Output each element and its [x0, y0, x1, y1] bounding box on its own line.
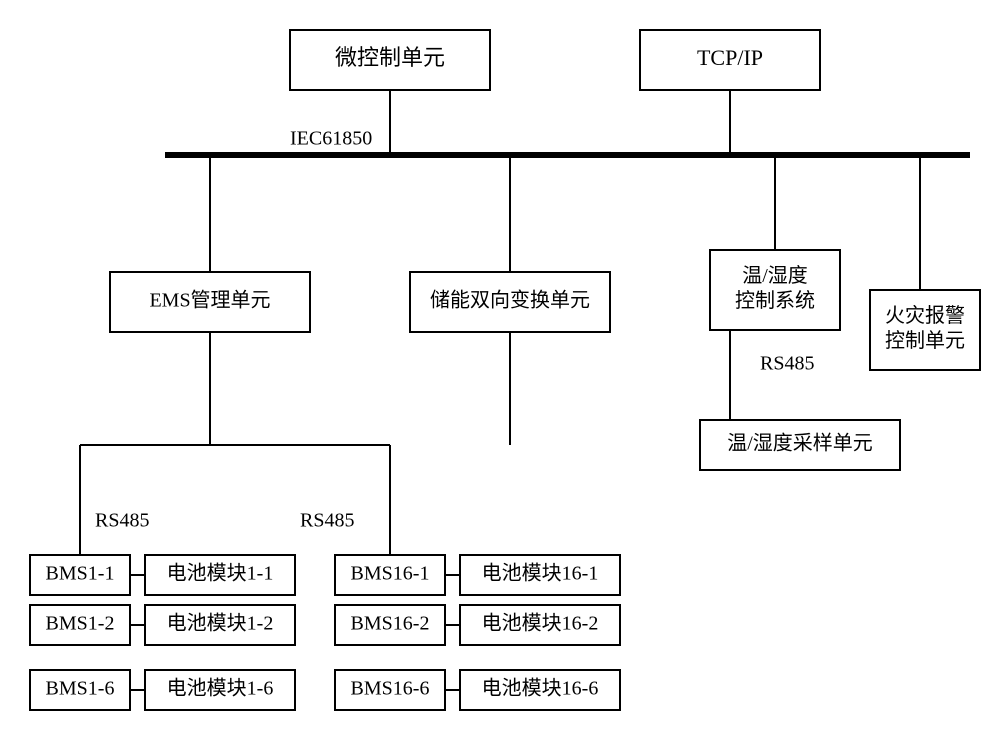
box-label: 电池模块16-2 [482, 612, 599, 635]
box-label: 电池模块16-6 [482, 677, 599, 700]
label-rs485c: RS485 [760, 353, 814, 375]
box-batt16: 电池模块1-6 [145, 670, 295, 710]
box-label: 电池模块1-1 [167, 562, 274, 585]
box-tempsample: 温/湿度采样单元 [700, 420, 900, 470]
diagram-canvas: 微控制单元TCP/IPEMS管理单元储能双向变换单元温/湿度控制系统火灾报警控制… [0, 0, 1000, 732]
box-label: BMS1-6 [46, 678, 115, 700]
box-label: 电池模块16-1 [482, 562, 599, 585]
box-batt162: 电池模块16-2 [460, 605, 620, 645]
box-label: BMS16-1 [351, 563, 430, 585]
box-tcpip: TCP/IP [640, 30, 820, 90]
box-bms166: BMS16-6 [335, 670, 445, 710]
box-mcu: 微控制单元 [290, 30, 490, 90]
box-label: 储能双向变换单元 [430, 289, 590, 312]
box-batt12: 电池模块1-2 [145, 605, 295, 645]
label-rs485b: RS485 [300, 510, 354, 532]
box-bms11: BMS1-1 [30, 555, 130, 595]
box-label: BMS16-2 [351, 613, 430, 635]
box-bms161: BMS16-1 [335, 555, 445, 595]
box-batt11: 电池模块1-1 [145, 555, 295, 595]
box-label: BMS1-2 [46, 613, 115, 635]
box-ems: EMS管理单元 [110, 272, 310, 332]
box-label: EMS管理单元 [149, 289, 270, 312]
box-label: TCP/IP [697, 45, 763, 70]
box-label: 火灾报警 [885, 304, 965, 327]
box-label: 控制系统 [735, 289, 815, 312]
box-label: 电池模块1-2 [167, 612, 274, 635]
box-batt161: 电池模块16-1 [460, 555, 620, 595]
box-storage: 储能双向变换单元 [410, 272, 610, 332]
box-batt166: 电池模块16-6 [460, 670, 620, 710]
box-bms162: BMS16-2 [335, 605, 445, 645]
box-label: 温/湿度采样单元 [727, 432, 873, 455]
label-iec: IEC61850 [290, 128, 372, 150]
box-tempsys: 温/湿度控制系统 [710, 250, 840, 330]
box-label: 微控制单元 [335, 45, 445, 70]
box-bms16: BMS1-6 [30, 670, 130, 710]
box-label: BMS1-1 [46, 563, 115, 585]
box-label: BMS16-6 [351, 678, 430, 700]
box-label: 控制单元 [885, 329, 965, 352]
box-label: 温/湿度 [742, 264, 808, 287]
box-firealarm: 火灾报警控制单元 [870, 290, 980, 370]
box-bms12: BMS1-2 [30, 605, 130, 645]
label-rs485a: RS485 [95, 510, 149, 532]
box-label: 电池模块1-6 [167, 677, 274, 700]
